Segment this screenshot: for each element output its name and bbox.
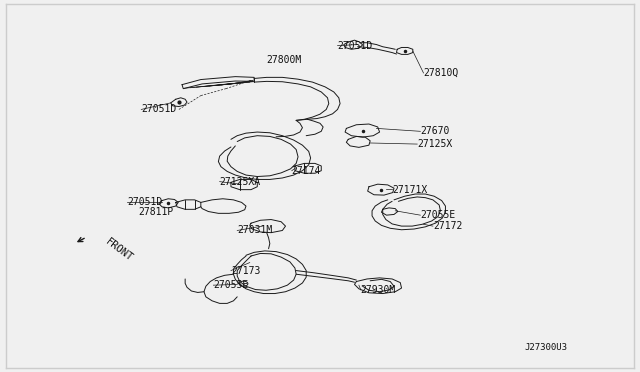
Text: J27300U3: J27300U3 — [525, 343, 568, 352]
Text: 27055E: 27055E — [420, 210, 456, 220]
Text: 27670: 27670 — [420, 126, 450, 136]
Text: 27125X: 27125X — [417, 139, 452, 149]
Text: 27055E: 27055E — [213, 280, 248, 290]
Text: 27174: 27174 — [292, 166, 321, 176]
Text: 27800M: 27800M — [267, 55, 302, 65]
Text: 27172: 27172 — [433, 221, 462, 231]
Text: 27811P: 27811P — [138, 206, 173, 217]
Text: 27173: 27173 — [231, 266, 260, 276]
Text: 27051D: 27051D — [127, 198, 163, 208]
Text: 27031M: 27031M — [237, 225, 273, 235]
Text: 27125XA: 27125XA — [220, 177, 260, 187]
Text: 27930M: 27930M — [361, 285, 396, 295]
Text: 27171X: 27171X — [392, 185, 428, 195]
Text: 27810Q: 27810Q — [424, 68, 459, 78]
Text: 27051D: 27051D — [337, 41, 373, 51]
Text: 27051D: 27051D — [141, 105, 177, 115]
Text: FRONT: FRONT — [104, 236, 134, 263]
